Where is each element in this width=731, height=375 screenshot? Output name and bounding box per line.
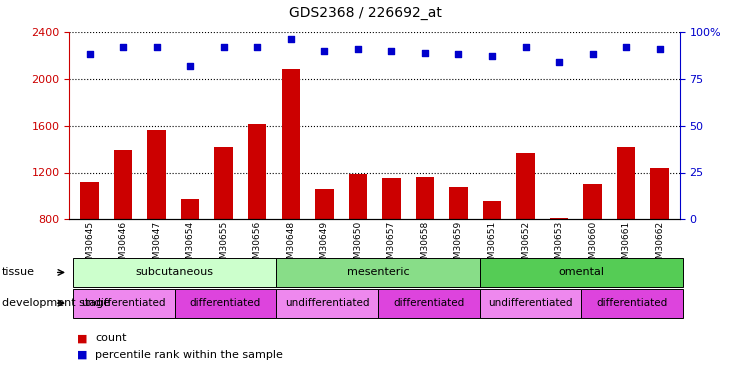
- Text: development stage: development stage: [2, 298, 110, 308]
- Text: ■: ■: [77, 350, 87, 360]
- Bar: [315, 189, 333, 219]
- Point: [419, 50, 431, 55]
- Point: [520, 44, 531, 50]
- Bar: [349, 174, 367, 219]
- Text: GDS2368 / 226692_at: GDS2368 / 226692_at: [289, 6, 442, 20]
- Point: [117, 44, 129, 50]
- Point: [251, 44, 263, 50]
- Bar: [148, 130, 166, 219]
- Point: [587, 51, 599, 57]
- Text: omental: omental: [558, 267, 605, 278]
- Text: tissue: tissue: [2, 267, 35, 278]
- Point: [352, 46, 364, 52]
- Point: [385, 48, 397, 54]
- Point: [84, 51, 96, 57]
- Bar: [617, 147, 635, 219]
- Point: [553, 59, 565, 65]
- Bar: [651, 168, 669, 219]
- Point: [486, 53, 498, 59]
- Point: [285, 36, 297, 42]
- Bar: [416, 177, 434, 219]
- Text: undifferentiated: undifferentiated: [285, 298, 369, 308]
- Text: differentiated: differentiated: [190, 298, 261, 308]
- Bar: [516, 153, 535, 219]
- Bar: [248, 124, 267, 219]
- Bar: [382, 178, 401, 219]
- Point: [452, 51, 464, 57]
- Bar: [214, 147, 233, 219]
- Bar: [281, 69, 300, 219]
- Point: [654, 46, 665, 52]
- Text: undifferentiated: undifferentiated: [488, 298, 573, 308]
- Bar: [450, 187, 468, 219]
- Bar: [181, 200, 200, 219]
- Text: count: count: [95, 333, 126, 343]
- Point: [151, 44, 162, 50]
- Text: percentile rank within the sample: percentile rank within the sample: [95, 350, 283, 360]
- Bar: [80, 182, 99, 219]
- Text: mesenteric: mesenteric: [346, 267, 409, 278]
- Bar: [114, 150, 132, 219]
- Text: ■: ■: [77, 333, 87, 343]
- Bar: [482, 201, 501, 219]
- Point: [218, 44, 230, 50]
- Text: subcutaneous: subcutaneous: [135, 267, 213, 278]
- Point: [184, 63, 196, 69]
- Bar: [550, 218, 568, 219]
- Point: [319, 48, 330, 54]
- Text: undifferentiated: undifferentiated: [81, 298, 166, 308]
- Point: [621, 44, 632, 50]
- Bar: [583, 184, 602, 219]
- Text: differentiated: differentiated: [596, 298, 668, 308]
- Text: differentiated: differentiated: [393, 298, 464, 308]
